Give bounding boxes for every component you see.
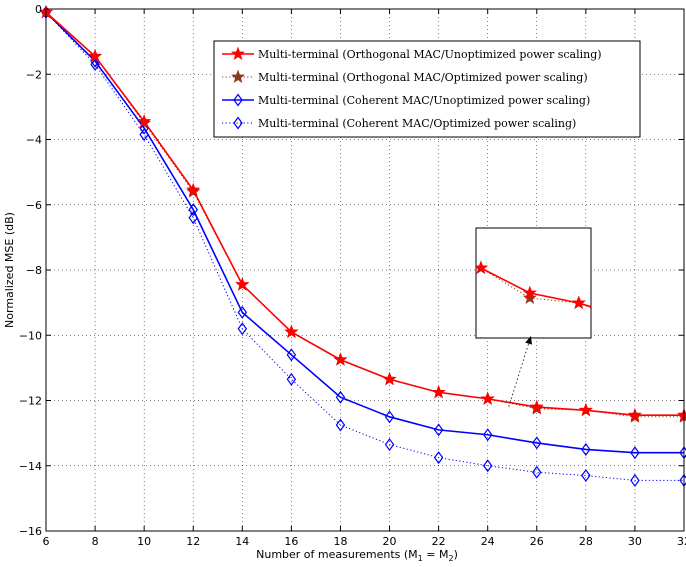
series-layer [39, 4, 686, 487]
star-marker [627, 407, 642, 422]
x-tick-label: 20 [383, 535, 397, 548]
x-tick-label: 28 [579, 535, 593, 548]
diamond-marker [581, 469, 591, 483]
diamond-marker [433, 451, 444, 465]
legend-entry: Multi-terminal (Orthogonal MAC/Unoptimiz… [222, 46, 602, 61]
series-line [45, 11, 684, 454]
legend-label: Multi-terminal (Coherent MAC/Optimized p… [258, 117, 576, 130]
inset-pointer-arrowhead [525, 336, 532, 345]
star-marker [333, 352, 348, 366]
star-marker [480, 391, 495, 405]
x-axis-label: Number of measurements (M1 = M2) [256, 548, 458, 563]
star-marker [522, 285, 537, 299]
diamond-marker [237, 305, 248, 319]
y-tick-label: −12 [19, 395, 42, 408]
y-tick-label: −10 [19, 329, 42, 342]
diamond-marker [233, 116, 243, 130]
inset-series-line [476, 265, 591, 308]
star-marker [571, 295, 586, 309]
x-tick-label: 6 [43, 535, 50, 548]
diamond-marker [679, 473, 686, 487]
diamond-marker [233, 93, 243, 107]
x-tick-label: 24 [481, 535, 495, 548]
legend-box [213, 40, 641, 138]
diamond-marker [532, 465, 542, 479]
star-marker [578, 402, 593, 417]
diamond-marker [384, 438, 395, 452]
diamond-marker [581, 442, 591, 456]
legend-entry: Multi-terminal (Coherent MAC/Unoptimized… [222, 93, 590, 107]
diamond-marker [335, 418, 346, 432]
diamond-marker [237, 322, 248, 336]
x-tick-label: 18 [333, 535, 347, 548]
legend-label: Multi-terminal (Orthogonal MAC/Unoptimiz… [258, 48, 602, 61]
y-axis-label: Normalized MSE (dB) [3, 212, 16, 328]
x-tick-label: 22 [432, 535, 446, 548]
x-tick-label: 16 [284, 535, 298, 548]
legend-entry: Multi-terminal (Orthogonal MAC/Optimized… [222, 69, 588, 84]
legend-entry: Multi-terminal (Coherent MAC/Optimized p… [222, 116, 576, 130]
star-marker [529, 399, 544, 413]
x-tick-label: 14 [235, 535, 249, 548]
diamond-marker [630, 446, 640, 460]
series-line [45, 11, 684, 416]
diamond-marker [286, 348, 297, 362]
x-tick-label: 10 [137, 535, 151, 548]
star-marker [431, 384, 446, 399]
x-tick-label: 12 [186, 535, 200, 548]
diamond-marker [139, 128, 149, 142]
legend: Multi-terminal (Orthogonal MAC/Unoptimiz… [213, 40, 641, 138]
diamond-marker [433, 423, 444, 437]
legend-label: Multi-terminal (Orthogonal MAC/Optimized… [258, 71, 588, 84]
star-marker [522, 290, 537, 304]
star-marker [231, 69, 245, 83]
star-marker [476, 260, 488, 274]
star-marker [231, 46, 245, 60]
y-tick-label: −16 [19, 525, 42, 538]
series-0 [39, 4, 686, 422]
diamond-marker [482, 459, 493, 473]
y-tick-label: −4 [26, 134, 42, 147]
star-marker [88, 48, 103, 63]
diamond-marker [532, 436, 542, 450]
y-tick-label: −2 [26, 68, 42, 81]
diamond-marker [630, 473, 640, 487]
diamond-marker [188, 203, 198, 217]
x-tick-label: 32 [677, 535, 686, 548]
star-marker [382, 371, 397, 386]
diamond-marker [335, 390, 346, 404]
diamond-marker [384, 410, 395, 424]
star-marker [186, 182, 201, 197]
star-marker [284, 324, 299, 338]
y-tick-label: −14 [19, 460, 42, 473]
x-tick-label: 8 [92, 535, 99, 548]
star-marker [235, 277, 250, 291]
y-tick-label: 0 [35, 3, 42, 16]
series-line [45, 11, 684, 481]
x-tick-label: 26 [530, 535, 544, 548]
diamond-marker [482, 428, 493, 442]
y-tick-label: −6 [26, 199, 42, 212]
inset-pointer-line [508, 335, 532, 407]
axis-ticks: 6 8 10 12 14 16 18 20 22 24 26 28 30 32 0 −2 −4 −6 −8 −10 −1… [19, 3, 686, 548]
star-marker [137, 114, 152, 128]
inset-series [476, 260, 591, 309]
y-tick-label: −8 [26, 264, 42, 277]
legend-label: Multi-terminal (Coherent MAC/Unoptimized… [258, 94, 590, 107]
diamond-marker [286, 372, 297, 386]
inset-frame [475, 227, 592, 339]
x-tick-label: 30 [628, 535, 642, 548]
zoom-inset [475, 227, 592, 407]
series-line [45, 11, 684, 418]
